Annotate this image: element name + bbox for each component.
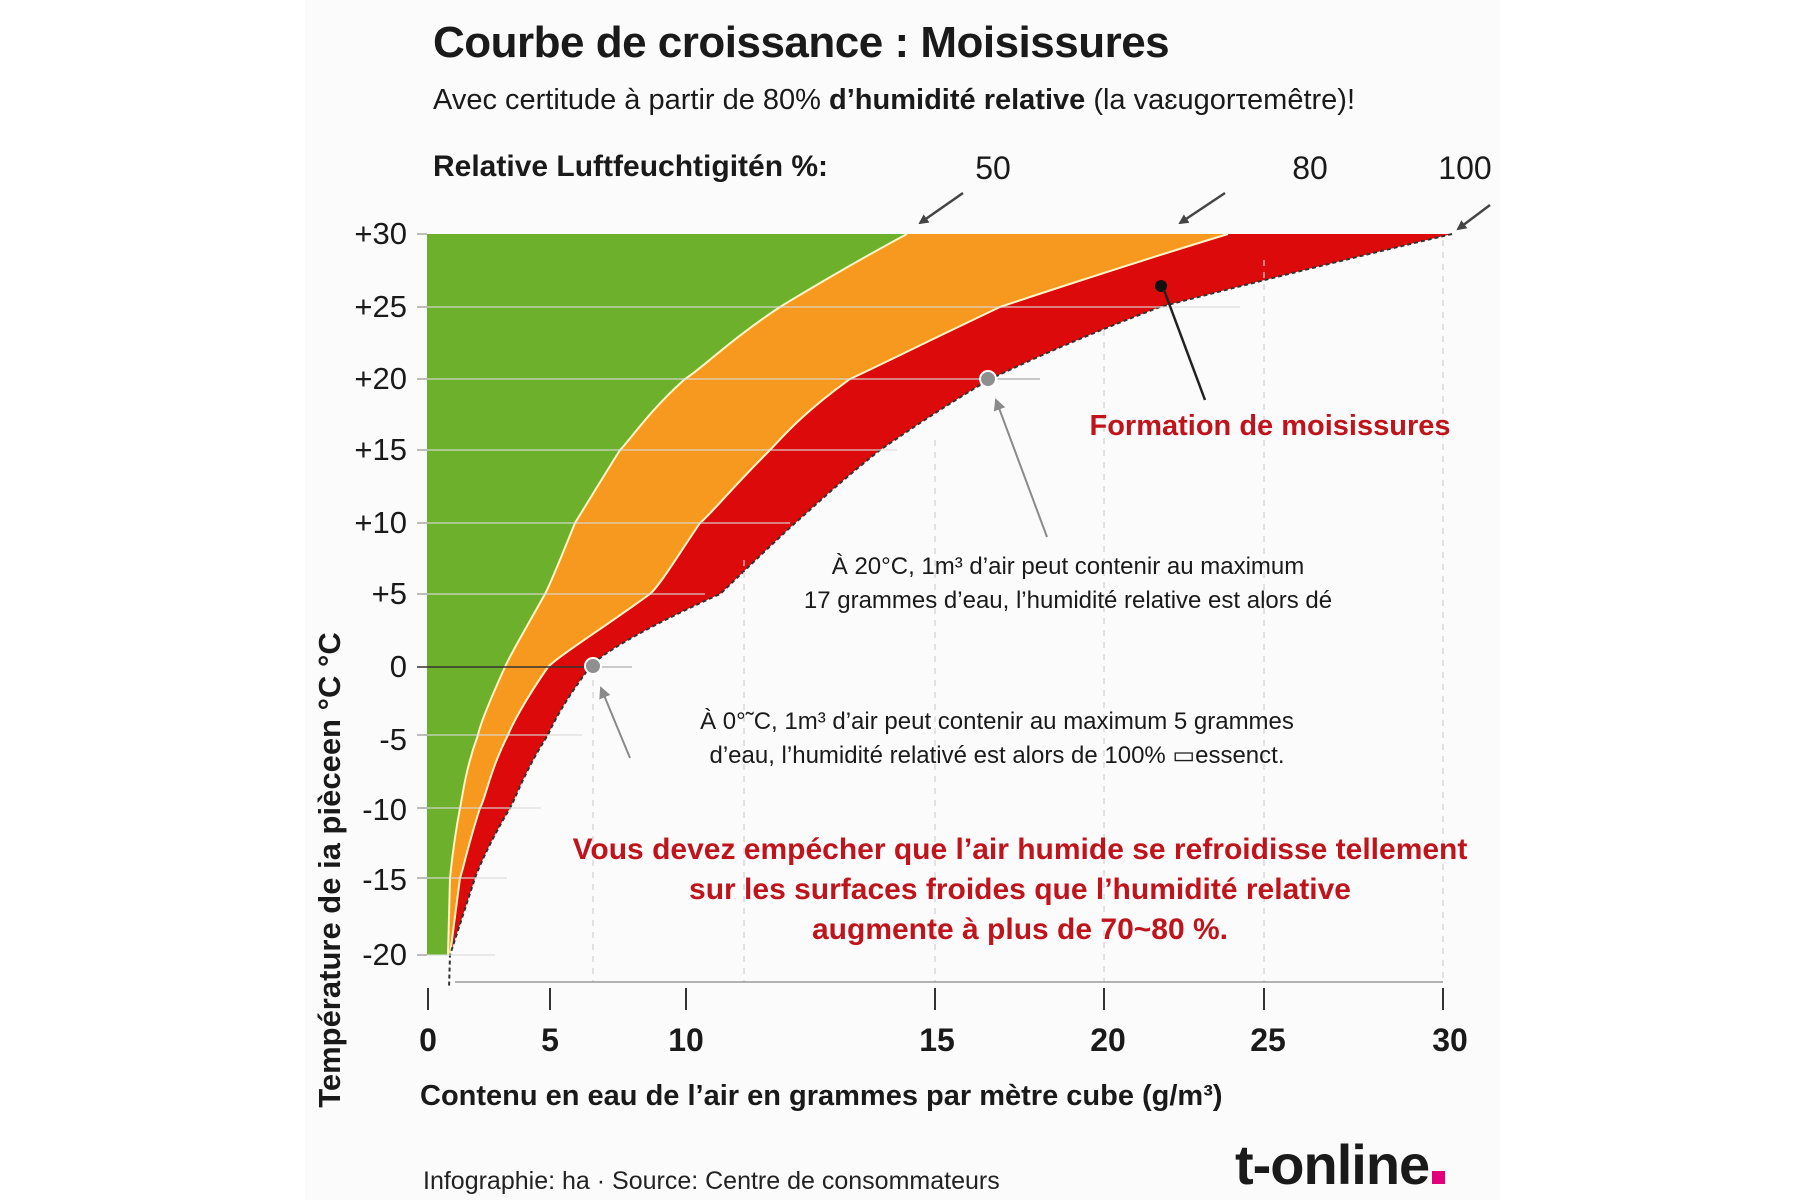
rh-50-curve — [447, 233, 908, 956]
y-tick-label: +30 — [354, 216, 407, 251]
logo-dot-icon — [1432, 1171, 1446, 1184]
y-tick-label: +10 — [354, 505, 407, 540]
y-tick-label: +20 — [354, 361, 407, 396]
rh-value-50: 50 — [975, 150, 1011, 186]
x-tick-label: 20 — [1090, 1022, 1126, 1058]
formation-dot — [1155, 280, 1167, 292]
x-axis-ticks — [427, 988, 1444, 1010]
x-tick-label: 25 — [1250, 1022, 1286, 1058]
formation-label: Formation de moisissures — [1089, 410, 1451, 442]
warning-text: Vous devez empécher que l’air humide se … — [573, 830, 1468, 950]
subtitle-pre: Avec certitude à partir de 80% — [433, 84, 830, 116]
green-zone — [427, 234, 907, 955]
y-tick-label: +5 — [371, 576, 407, 611]
horizontal-gridlines — [417, 306, 1240, 956]
credits: Infographie: ha · Source: Centre de cons… — [423, 1167, 1000, 1195]
warning-line1: Vous devez empécher que l’air humide se … — [572, 833, 1468, 866]
y-tick-label: -15 — [362, 862, 407, 897]
note-0c-line2: d’eau, l’humidité relativé est alors de … — [709, 742, 1285, 769]
marker-0c — [584, 657, 602, 675]
warning-line3: augmente à plus de 70~80 %. — [811, 913, 1229, 946]
y-tick-label: +25 — [354, 289, 407, 324]
y-axis-label: Température de ia pièceen °C °C — [312, 632, 347, 1108]
subtitle-bold: d’humidité relative — [829, 84, 1086, 116]
pointer-0c — [599, 686, 631, 759]
x-tick-label: 15 — [919, 1022, 955, 1058]
note-0c-line1: À 0°˜C, 1m³ d’air peut contenir au maxim… — [700, 708, 1294, 735]
pointer-20c — [993, 398, 1048, 538]
t-online-logo: t-online — [1235, 1132, 1446, 1197]
chart-title: Courbe de croissance : Moisissures — [433, 18, 1170, 67]
y-tick-label: +15 — [354, 432, 407, 467]
rh-value-80: 80 — [1292, 150, 1328, 186]
x-tick-label: 30 — [1432, 1022, 1468, 1058]
rh-value-100: 100 — [1438, 150, 1492, 186]
rh-100-curve — [448, 233, 1453, 989]
formation-pointer — [1162, 289, 1207, 401]
rh-scale-label: Relative Luftfeuchtigitén %: — [433, 150, 829, 183]
x-tick-label: 5 — [541, 1022, 559, 1058]
y-tick-label: 0 — [389, 649, 407, 684]
chart-subtitle: Avec certitude à partir de 80% d’humidit… — [433, 84, 1355, 117]
y-tick-label: -20 — [362, 937, 407, 972]
rh-80-arrow — [1178, 191, 1226, 225]
y-tick-label: -5 — [379, 722, 407, 757]
logo-text: t-online — [1235, 1133, 1430, 1196]
note-20c-line1: À 20°C, 1m³ d’air peut contenir au maxim… — [831, 553, 1305, 580]
marker-20c — [979, 370, 997, 388]
x-axis-label: Contenu en eau de l’air en grammes par m… — [420, 1080, 1223, 1112]
y-axis-ticks — [417, 233, 427, 956]
rh-100-arrow — [1456, 204, 1491, 231]
note-0c: À 0°˜C, 1m³ d’air peut contenir au maxim… — [700, 705, 1294, 773]
note-20c-line2: 17 grammes d’eau, l’humidité relative es… — [803, 587, 1333, 614]
x-tick-label: 0 — [419, 1022, 437, 1058]
x-tick-label: 10 — [668, 1022, 704, 1058]
y-tick-label: -10 — [362, 792, 407, 827]
vertical-gridlines — [592, 240, 1444, 982]
rh-50-arrow — [918, 191, 964, 225]
note-20c: À 20°C, 1m³ d’air peut contenir au maxim… — [804, 550, 1332, 618]
subtitle-post: (la vaɛugorτemêtre)! — [1085, 84, 1356, 116]
warning-line2: sur les surfaces froides que l’humidité … — [689, 873, 1351, 906]
